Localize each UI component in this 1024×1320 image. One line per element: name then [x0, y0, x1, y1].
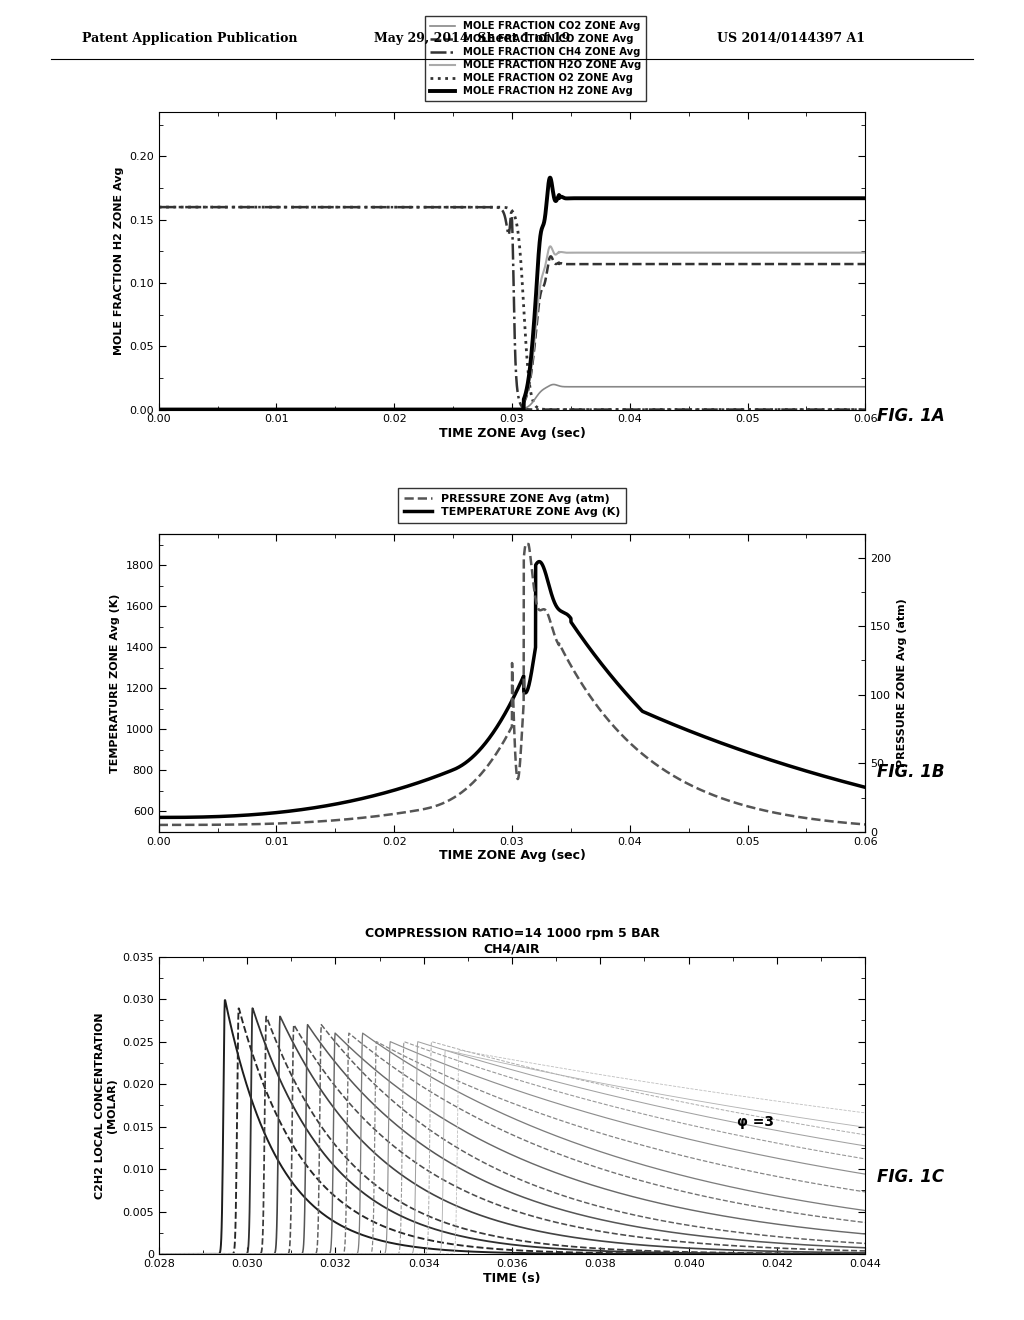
Y-axis label: C2H2 LOCAL CONCENTRATION
(MOLAR): C2H2 LOCAL CONCENTRATION (MOLAR) — [95, 1012, 117, 1199]
Text: FIG. 1C: FIG. 1C — [877, 1168, 944, 1187]
Legend: MOLE FRACTION CO2 ZONE Avg, MOLE FRACTION CO ZONE Avg, MOLE FRACTION CH4 ZONE Av: MOLE FRACTION CO2 ZONE Avg, MOLE FRACTIO… — [425, 16, 646, 102]
Text: FIG. 1B: FIG. 1B — [877, 763, 944, 781]
X-axis label: TIME ZONE Avg (sec): TIME ZONE Avg (sec) — [438, 849, 586, 862]
Text: May 29, 2014  Sheet 1 of 19: May 29, 2014 Sheet 1 of 19 — [374, 32, 570, 45]
X-axis label: TIME (s): TIME (s) — [483, 1271, 541, 1284]
Y-axis label: TEMPERATURE ZONE Avg (K): TEMPERATURE ZONE Avg (K) — [111, 594, 120, 772]
Text: Patent Application Publication: Patent Application Publication — [82, 32, 297, 45]
Text: φ =3: φ =3 — [737, 1114, 774, 1129]
Y-axis label: PRESSURE ZONE Avg (atm): PRESSURE ZONE Avg (atm) — [897, 599, 907, 767]
Legend: PRESSURE ZONE Avg (atm), TEMPERATURE ZONE Avg (K): PRESSURE ZONE Avg (atm), TEMPERATURE ZON… — [398, 488, 626, 523]
Text: US 2014/0144397 A1: US 2014/0144397 A1 — [717, 32, 865, 45]
Y-axis label: MOLE FRACTION H2 ZONE Avg: MOLE FRACTION H2 ZONE Avg — [114, 166, 124, 355]
Text: FIG. 1A: FIG. 1A — [877, 407, 944, 425]
Title: COMPRESSION RATIO=14 1000 rpm 5 BAR
CH4/AIR: COMPRESSION RATIO=14 1000 rpm 5 BAR CH4/… — [365, 928, 659, 956]
X-axis label: TIME ZONE Avg (sec): TIME ZONE Avg (sec) — [438, 428, 586, 440]
